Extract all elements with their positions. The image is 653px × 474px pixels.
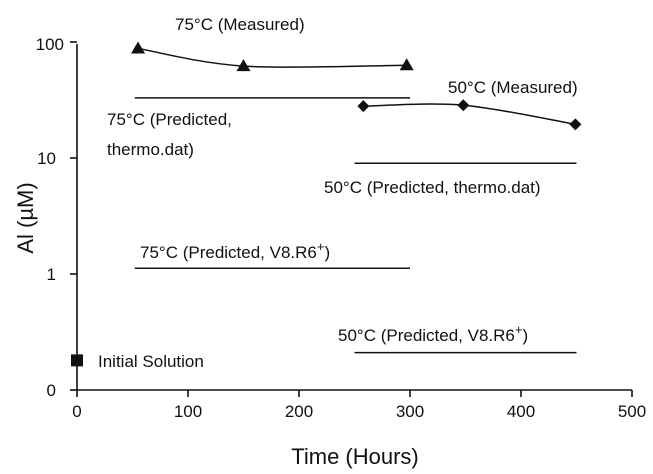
x-tick-label: 100 [174, 402, 202, 421]
x-tick-label: 300 [396, 402, 424, 421]
y-tick-labels: 0 1 10 100 [36, 35, 64, 400]
label-50c-predicted-v8: 50°C (Predicted, V8.R6+) [338, 322, 528, 346]
x-tick-label: 0 [72, 402, 81, 421]
series-line [137, 47, 407, 68]
label-50c-predicted-thermo: 50°C (Predicted, thermo.dat) [324, 178, 541, 197]
label-50c-measured: 50°C (Measured) [448, 78, 578, 97]
x-tick-label: 400 [507, 402, 535, 421]
y-tick-label: 100 [36, 35, 64, 54]
label-75c-predicted-thermo-line1: 75°C (Predicted, [107, 110, 232, 129]
ticks [70, 41, 633, 397]
label-75c-predicted-thermo-line2: thermo.dat) [107, 140, 194, 159]
diamond-marker [457, 99, 470, 112]
x-tick-label: 200 [285, 402, 313, 421]
triangle-marker [399, 58, 414, 71]
x-axis-title: Time (Hours) [291, 444, 419, 469]
series-line [363, 103, 576, 126]
label-initial-solution: Initial Solution [98, 352, 204, 371]
label-50c-predicted-v8-main: 50°C (Predicted, V8.R6 [338, 326, 515, 345]
y-tick-label: 10 [37, 149, 56, 168]
series-markers [71, 41, 582, 367]
reference-lines [134, 97, 577, 354]
x-tick-label: 500 [618, 402, 646, 421]
label-75c-predicted-v8-main: 75°C (Predicted, V8.R6 [140, 243, 317, 262]
triangle-marker [131, 41, 146, 54]
square-marker [71, 354, 83, 367]
axes [76, 44, 632, 391]
x-tick-labels: 0 100 200 300 400 500 [72, 402, 646, 421]
label-75c-measured: 75°C (Measured) [175, 15, 305, 34]
diamond-marker [357, 100, 370, 113]
label-50c-predicted-v8-sup: + [515, 322, 523, 337]
label-75c-predicted-v8-end: ) [324, 243, 330, 262]
diamond-marker [569, 118, 582, 131]
y-axis-title: Al (µM) [13, 182, 38, 253]
triangle-marker [236, 59, 251, 72]
y-tick-label: 0 [47, 381, 56, 400]
label-75c-predicted-v8: 75°C (Predicted, V8.R6+) [140, 239, 330, 263]
label-50c-predicted-v8-end: ) [522, 326, 528, 345]
y-tick-label: 1 [47, 265, 56, 284]
label-75c-predicted-v8-sup: + [317, 239, 325, 254]
